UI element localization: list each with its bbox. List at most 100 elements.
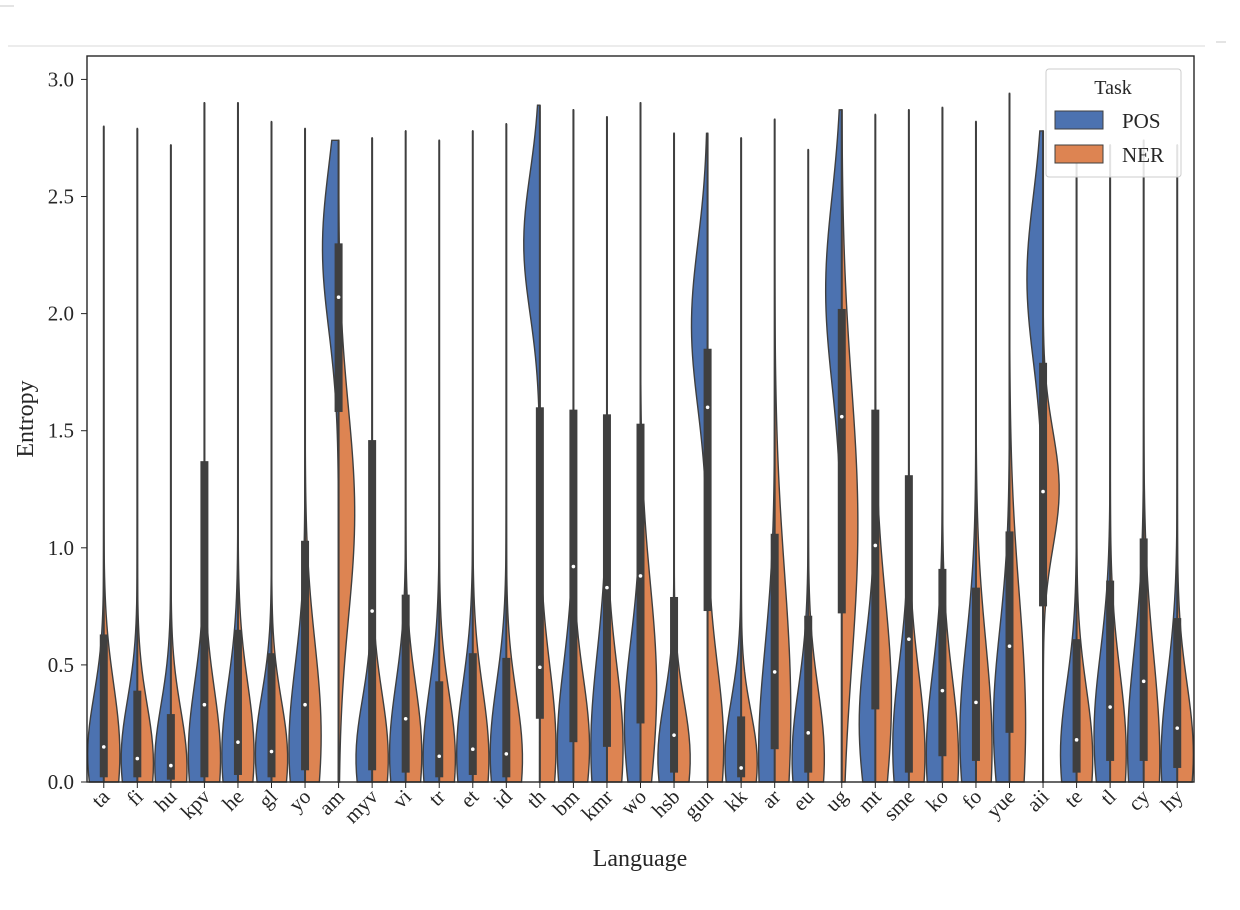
x-tick-label-fi: fi <box>122 784 148 810</box>
violin-ner-ug <box>841 109 859 783</box>
median-dot-ta <box>101 745 106 749</box>
violin-kmr <box>590 116 624 783</box>
iqr-box-ko <box>938 568 947 757</box>
violin-he <box>221 102 255 783</box>
iqr-box-ar <box>770 533 779 750</box>
median-dot-gun <box>705 405 710 410</box>
x-tick-label-bm: bm <box>548 785 584 821</box>
violin-ug <box>824 109 859 783</box>
x-tick-label-hsb: hsb <box>647 785 685 823</box>
x-tick-label-te: te <box>1059 785 1087 813</box>
violins-layer <box>86 92 1195 783</box>
iqr-box-vi <box>401 594 410 773</box>
violin-eu <box>791 148 826 783</box>
x-tick-label-hu: hu <box>150 784 182 816</box>
x-tick-label-yue: yue <box>982 785 1020 823</box>
violin-et <box>455 130 490 783</box>
x-tick-label-hy: hy <box>1156 784 1188 816</box>
y-tick-label: 0.0 <box>48 770 74 794</box>
median-dot-he <box>236 740 240 744</box>
median-dot-et <box>470 747 475 752</box>
violin-ar <box>757 118 792 783</box>
violin-vi <box>388 130 423 783</box>
violin-hy <box>1160 144 1195 783</box>
iqr-box-cy <box>1139 538 1148 761</box>
x-tick-label-myv: myv <box>339 784 383 828</box>
violin-cy <box>1126 139 1161 783</box>
iqr-box-ug <box>837 308 846 614</box>
iqr-box-tr <box>435 681 444 778</box>
iqr-box-te <box>1072 639 1081 773</box>
iqr-box-et <box>468 653 477 775</box>
violin-hsb <box>657 132 691 783</box>
median-dot-hu <box>169 763 173 768</box>
y-tick-label: 3.0 <box>48 67 74 91</box>
violin-yue <box>992 92 1027 783</box>
y-axis: 0.0 0.5 1.0 1.5 2.0 2.5 3.0 <box>48 67 87 794</box>
median-dot-gl <box>269 749 274 754</box>
median-dot-id <box>504 752 509 756</box>
iqr-box-ta <box>99 634 108 778</box>
iqr-box-fo <box>971 587 980 761</box>
violin-hu <box>154 144 188 783</box>
x-tick-label-id: id <box>488 784 517 813</box>
x-tick-label-cy: cy <box>1123 784 1154 815</box>
median-dot-am <box>336 295 341 300</box>
plot-frame <box>86 55 1195 783</box>
median-dot-tl <box>1108 705 1112 709</box>
violin-mt <box>858 113 893 783</box>
legend-label-pos: POS <box>1122 109 1161 133</box>
legend: Task POS NER <box>1045 68 1182 178</box>
iqr-box-yue <box>1005 531 1014 733</box>
median-dot-wo <box>638 574 643 578</box>
x-tick-label-yo: yo <box>284 785 316 817</box>
x-tick-label-gun: gun <box>679 784 719 824</box>
median-dot-ar <box>772 670 777 674</box>
iqr-box-yo <box>301 540 310 771</box>
x-tick-label-kmr: kmr <box>577 785 618 826</box>
median-dot-kmr <box>605 585 609 590</box>
x-tick-label-ar: ar <box>757 785 786 814</box>
violin-bm <box>556 109 591 783</box>
median-dot-bm <box>571 564 576 569</box>
median-dot-fo <box>974 700 978 705</box>
violin-kk <box>724 137 758 783</box>
iqr-box-hy <box>1173 618 1182 768</box>
median-dot-th <box>538 665 542 670</box>
y-tick-label: 2.5 <box>48 185 74 209</box>
median-dot-sme <box>907 637 911 641</box>
legend-swatch-pos <box>1054 110 1104 130</box>
x-tick-label-ko: ko <box>921 785 953 817</box>
x-tick-label-eu: eu <box>788 784 819 815</box>
x-tick-label-wo: wo <box>616 785 651 820</box>
median-dot-te <box>1074 738 1079 742</box>
median-dot-fi <box>135 756 140 761</box>
median-dot-kpv <box>202 702 207 707</box>
iqr-box-th <box>535 407 544 719</box>
violin-ko <box>925 106 960 783</box>
violin-sme <box>892 109 926 783</box>
y-tick-label: 1.0 <box>48 536 74 560</box>
violin-aii <box>1026 130 1060 783</box>
x-tick-label-kpv: kpv <box>176 784 216 824</box>
median-dot-myv <box>370 609 374 613</box>
iqr-box-wo <box>636 423 645 724</box>
x-tick-label-aii: aii <box>1022 784 1054 816</box>
median-dot-eu <box>806 731 811 735</box>
y-tick-label: 1.5 <box>48 419 74 443</box>
iqr-box-sme <box>904 475 913 773</box>
median-dot-hy <box>1175 726 1180 730</box>
median-dot-cy <box>1141 679 1146 684</box>
median-dot-aii <box>1041 489 1045 494</box>
violin-am <box>321 139 356 783</box>
median-dot-kk <box>739 766 743 770</box>
iqr-box-hsb <box>670 596 679 773</box>
legend-label-ner: NER <box>1122 143 1164 167</box>
violin-tr <box>422 139 457 783</box>
iqr-box-hu <box>166 714 175 780</box>
median-dot-yo <box>303 702 307 707</box>
x-tick-label-sme: sme <box>879 785 920 826</box>
iqr-box-mt <box>871 409 880 710</box>
